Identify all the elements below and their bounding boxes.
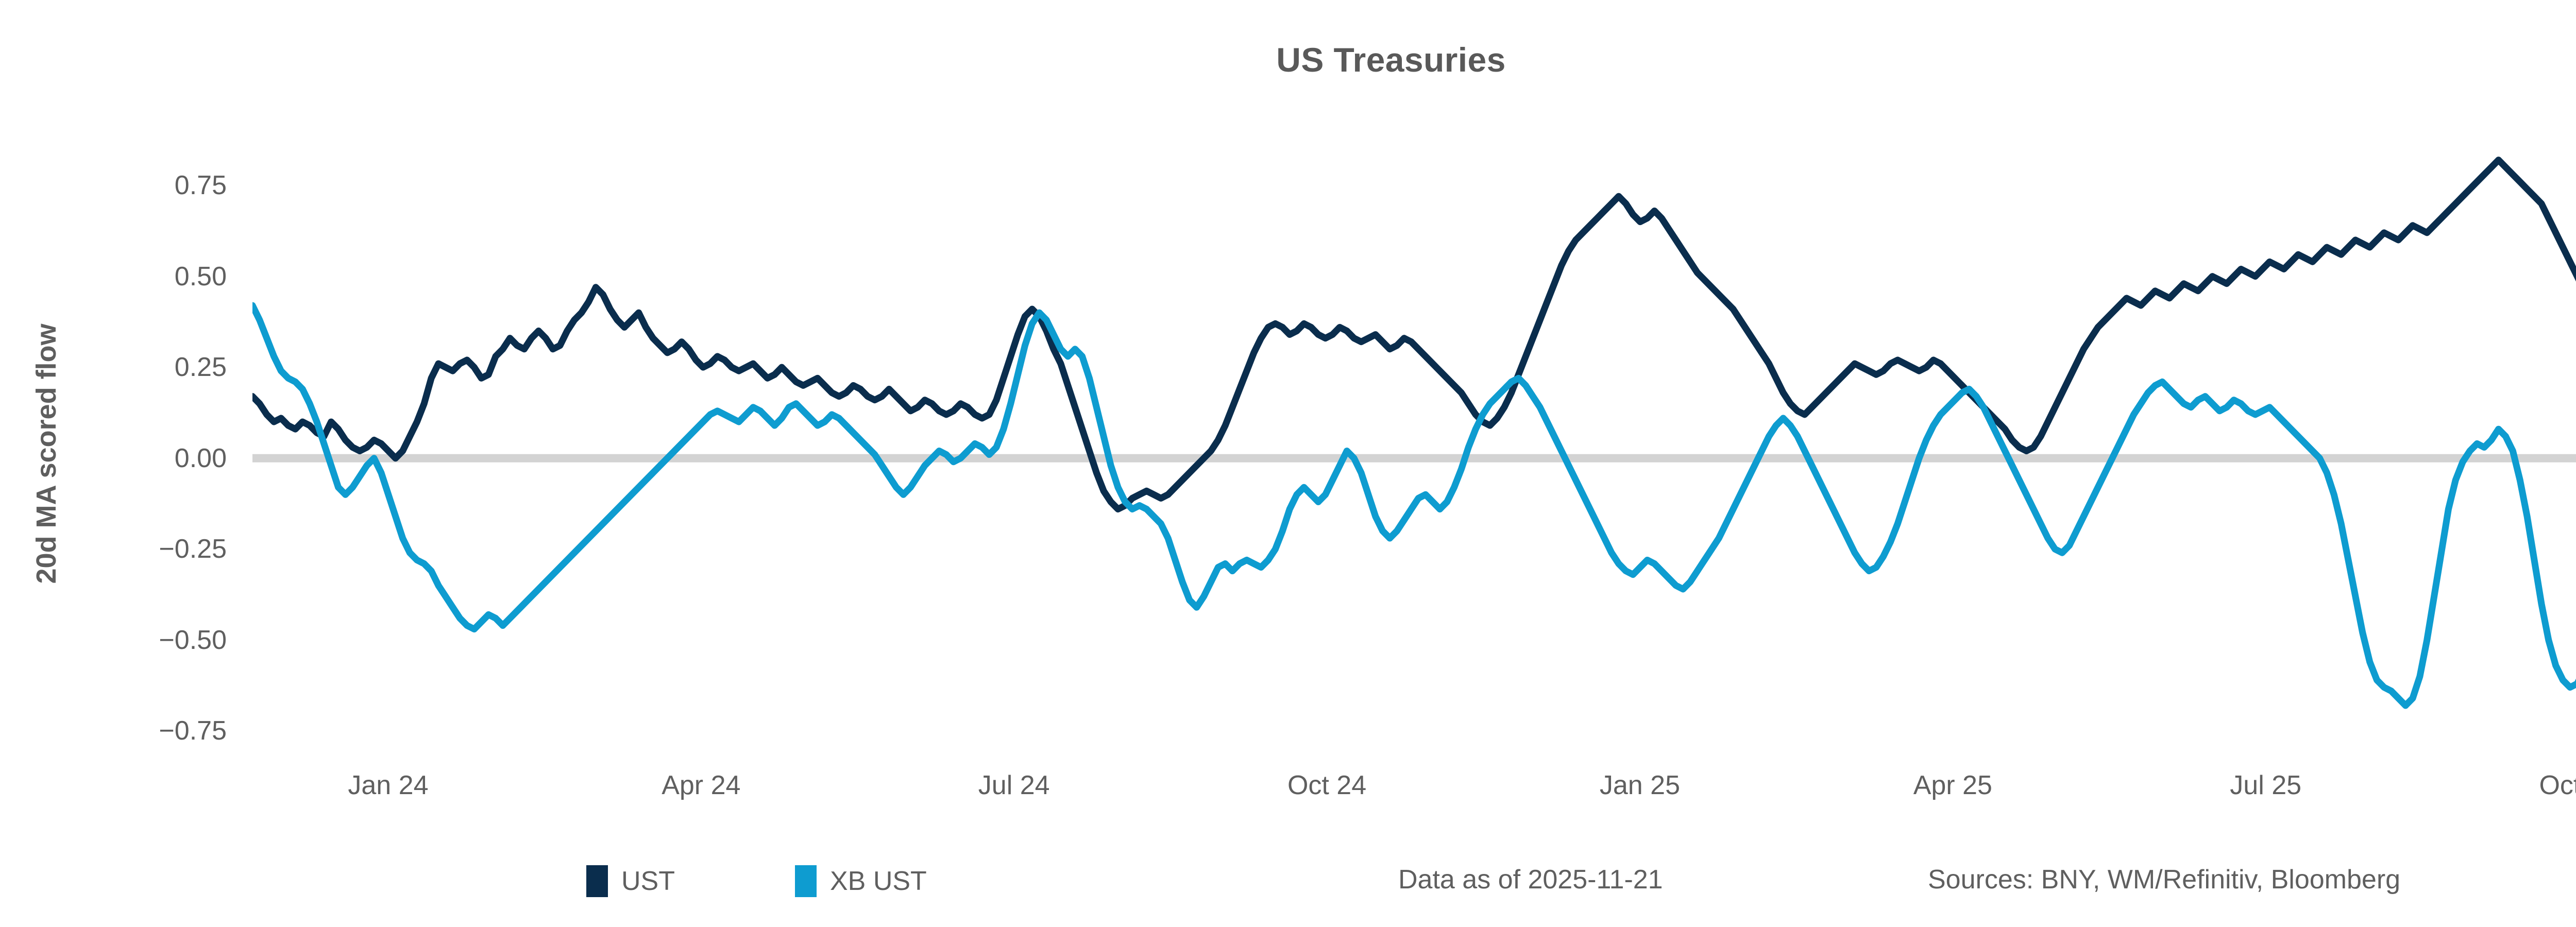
y-axis-tick-label: 0.75 <box>174 170 227 201</box>
y-axis-tick-label: 0.25 <box>174 352 227 383</box>
page-title: US Treasuries <box>1276 41 1506 79</box>
y-axis-tick-label: −0.50 <box>159 625 227 655</box>
x-axis-tick-label: Jan 24 <box>348 770 429 800</box>
legend-item-xb-ust[interactable]: XB UST <box>795 863 927 899</box>
x-axis-tick-label: Jan 25 <box>1599 770 1680 800</box>
series-line-xb-ust <box>252 302 2576 709</box>
x-axis-tick-label: Oct 24 <box>1287 770 1367 800</box>
x-axis-tick-label: Apr 25 <box>1913 770 1992 800</box>
chart-footer: UST XB UST Data as of 2025-11-21 Sources… <box>0 861 2576 918</box>
y-axis-tick-label: 0.50 <box>174 261 227 291</box>
legend-label-ust: UST <box>621 866 675 896</box>
series-line-ust <box>252 157 2576 513</box>
y-axis-tick-label: 0.00 <box>174 443 227 473</box>
y-axis-tick-label: −0.75 <box>159 716 227 746</box>
x-axis-tick-label: Jul 25 <box>2230 770 2302 800</box>
legend-label-xb-ust: XB UST <box>830 866 927 896</box>
y-axis-tick-label: −0.25 <box>159 534 227 564</box>
x-axis-tick-label: Apr 24 <box>662 770 741 800</box>
plot-area <box>252 124 2576 767</box>
data-as-of-note: Data as of 2025-11-21 <box>1398 865 1663 895</box>
legend-swatch-ust <box>586 865 608 897</box>
x-axis-tick-label: Oct 25 <box>2539 770 2576 800</box>
x-axis-tick-label: Jul 24 <box>978 770 1050 800</box>
legend-swatch-xb-ust <box>795 865 817 897</box>
sources-note: Sources: BNY, WM/Refinitiv, Bloomberg <box>1928 865 2401 895</box>
y-axis-tick-labels: 0.75 0.50 0.25 0.00 −0.25 −0.50 −0.75 <box>62 0 227 927</box>
legend-item-ust[interactable]: UST <box>586 863 675 899</box>
series-plot <box>252 157 2576 709</box>
